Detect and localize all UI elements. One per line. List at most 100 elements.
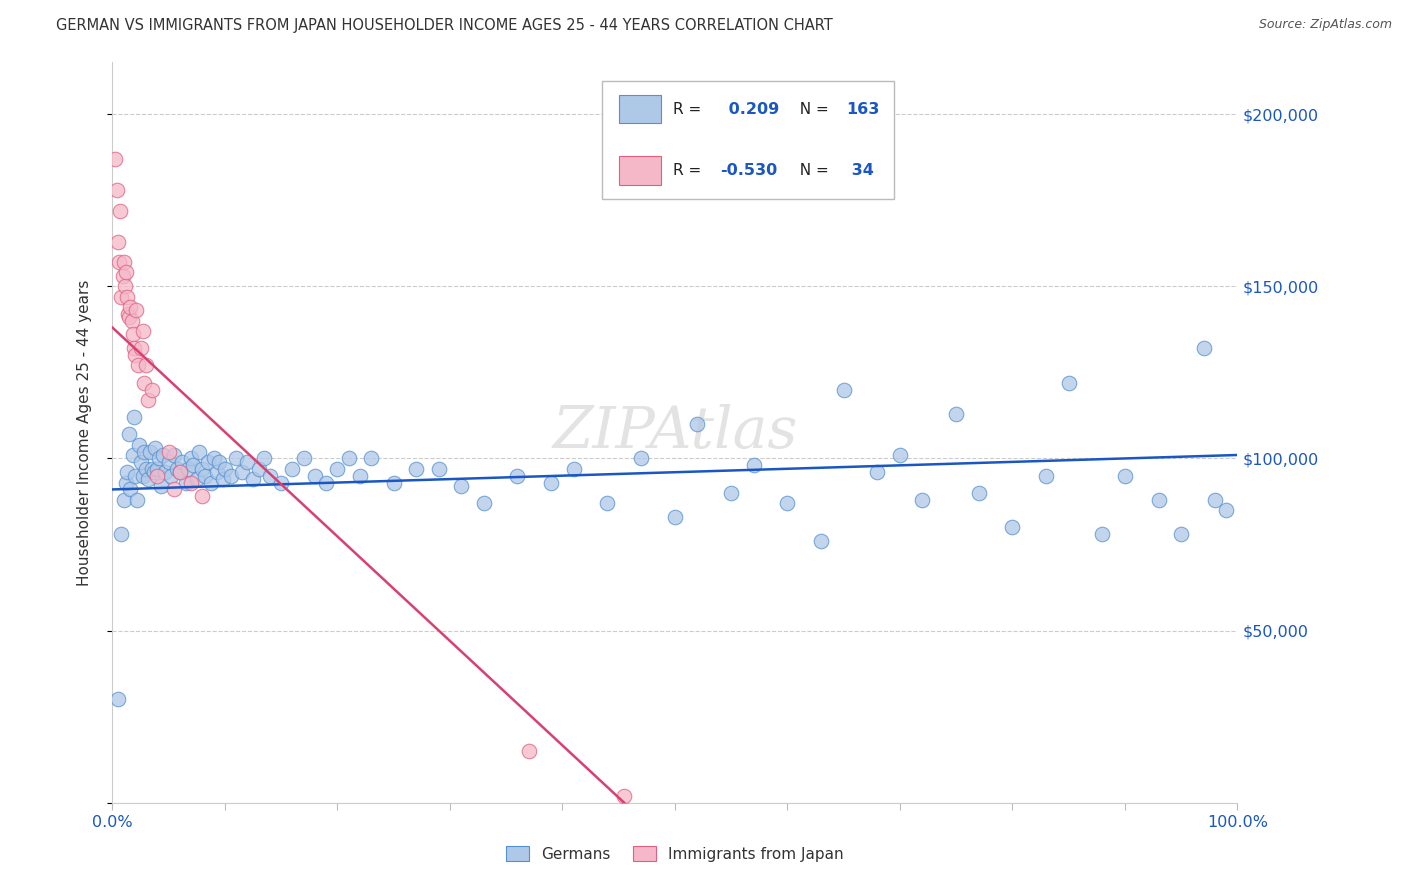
FancyBboxPatch shape — [602, 81, 894, 200]
Point — [104, 152, 127, 166]
Point — [720, 486, 742, 500]
Point — [135, 462, 157, 476]
Point — [427, 462, 450, 476]
Text: N =: N = — [790, 102, 834, 117]
Point — [166, 462, 188, 476]
Point — [1192, 341, 1215, 355]
Point — [138, 472, 160, 486]
Point — [120, 300, 142, 314]
Point — [197, 455, 219, 469]
Text: GERMAN VS IMMIGRANTS FROM JAPAN HOUSEHOLDER INCOME AGES 25 - 44 YEARS CORRELATIO: GERMAN VS IMMIGRANTS FROM JAPAN HOUSEHOL… — [56, 18, 832, 33]
Point — [776, 496, 799, 510]
Point — [115, 475, 138, 490]
Point — [1035, 468, 1057, 483]
Point — [1091, 527, 1114, 541]
Text: 34: 34 — [846, 163, 873, 178]
Point — [141, 462, 163, 476]
Point — [242, 472, 264, 486]
Point — [163, 483, 186, 497]
Point — [506, 468, 529, 483]
Text: 163: 163 — [846, 102, 879, 117]
Point — [889, 448, 911, 462]
Text: -0.530: -0.530 — [720, 163, 778, 178]
Point — [1147, 492, 1170, 507]
Point — [259, 468, 281, 483]
FancyBboxPatch shape — [619, 156, 661, 185]
Point — [152, 448, 174, 462]
Point — [186, 472, 208, 486]
Legend: Germans, Immigrants from Japan: Germans, Immigrants from Japan — [498, 838, 852, 869]
Point — [945, 407, 967, 421]
Point — [562, 462, 585, 476]
Point — [146, 468, 169, 483]
Point — [686, 417, 709, 431]
Point — [115, 290, 138, 304]
Point — [169, 465, 191, 479]
Point — [125, 303, 148, 318]
Point — [292, 451, 315, 466]
Point — [1114, 468, 1136, 483]
Point — [132, 376, 155, 390]
Point — [169, 465, 191, 479]
Point — [111, 268, 134, 283]
Point — [118, 310, 141, 325]
Point — [121, 314, 143, 328]
Text: N =: N = — [790, 163, 834, 178]
Point — [124, 468, 146, 483]
Point — [155, 465, 177, 479]
Point — [174, 475, 197, 490]
Point — [247, 462, 270, 476]
Point — [141, 383, 163, 397]
Point — [596, 496, 619, 510]
Point — [1204, 492, 1226, 507]
Point — [180, 451, 202, 466]
Point — [110, 290, 132, 304]
Point — [132, 444, 155, 458]
Point — [219, 468, 242, 483]
Point — [270, 475, 292, 490]
Point — [1001, 520, 1024, 534]
Point — [118, 427, 141, 442]
Point — [117, 307, 139, 321]
Point — [194, 468, 217, 483]
Point — [160, 468, 183, 483]
Point — [121, 327, 143, 342]
Point — [127, 359, 149, 373]
Point — [107, 692, 129, 706]
Point — [337, 451, 360, 466]
Point — [911, 492, 934, 507]
Point — [281, 462, 304, 476]
Point — [127, 492, 149, 507]
Point — [540, 475, 562, 490]
Point — [132, 324, 155, 338]
Point — [188, 444, 211, 458]
Point — [832, 383, 855, 397]
Point — [172, 455, 194, 469]
Point — [120, 483, 142, 497]
Point — [148, 451, 170, 466]
Point — [138, 392, 160, 407]
Point — [114, 279, 136, 293]
Point — [128, 438, 150, 452]
Point — [231, 465, 253, 479]
Point — [1170, 527, 1192, 541]
Point — [349, 468, 371, 483]
Point — [129, 455, 152, 469]
Point — [1215, 503, 1237, 517]
Point — [200, 475, 222, 490]
Point — [143, 465, 166, 479]
Point — [112, 492, 135, 507]
Point — [157, 455, 180, 469]
Point — [138, 444, 160, 458]
Point — [866, 465, 889, 479]
Point — [517, 744, 540, 758]
Point — [304, 468, 326, 483]
Point — [1057, 376, 1080, 390]
Point — [107, 235, 129, 249]
Point — [135, 359, 157, 373]
Point — [360, 451, 382, 466]
FancyBboxPatch shape — [619, 95, 661, 123]
Point — [163, 448, 186, 462]
Point — [183, 458, 205, 473]
Point — [180, 475, 202, 490]
